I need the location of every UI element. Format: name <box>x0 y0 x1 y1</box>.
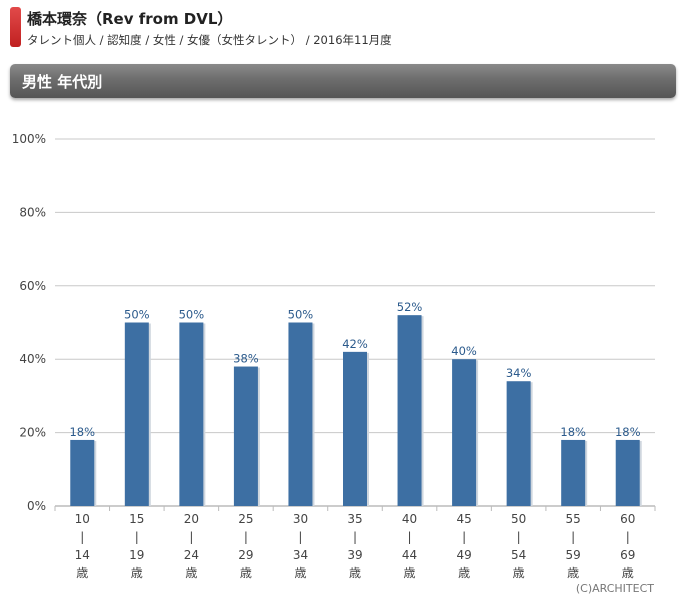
x-tick-label: 45 <box>456 512 471 526</box>
x-tick-label: 49 <box>456 548 471 562</box>
bar <box>343 351 367 506</box>
x-tick-label: | <box>298 530 302 544</box>
x-tick-label: 歳 <box>513 566 525 580</box>
x-tick-label: 14 <box>75 548 90 562</box>
data-label: 38% <box>233 352 259 366</box>
x-tick-label: | <box>189 530 193 544</box>
x-tick-label: 歳 <box>567 566 579 580</box>
x-tick-label: 59 <box>566 548 581 562</box>
x-tick-label: 60 <box>620 512 635 526</box>
x-tick-label: 29 <box>238 548 253 562</box>
section-title: 男性 年代別 <box>22 73 103 91</box>
bar <box>233 366 258 506</box>
bar <box>506 381 531 506</box>
x-tick-label: 歳 <box>185 566 197 580</box>
x-tick-label: 55 <box>566 512 581 526</box>
x-tick-label: 歳 <box>622 566 634 580</box>
bar <box>70 439 95 506</box>
x-tick-label: | <box>353 530 357 544</box>
data-label: 50% <box>179 308 205 322</box>
x-tick-label: 歳 <box>240 566 252 580</box>
data-label: 18% <box>560 425 586 439</box>
bar <box>615 439 640 506</box>
x-tick-label: 20 <box>184 512 199 526</box>
x-tick-label: 39 <box>347 548 362 562</box>
bar <box>179 322 204 506</box>
header-accent-bar <box>10 7 21 47</box>
data-label: 34% <box>506 366 532 380</box>
x-tick-label: 歳 <box>76 566 88 580</box>
x-tick-label: | <box>571 530 575 544</box>
x-tick-label: | <box>80 530 84 544</box>
data-label: 50% <box>288 308 314 322</box>
breadcrumb: タレント個人 / 認知度 / 女性 / 女優（女性タレント） / 2016年11… <box>27 33 392 47</box>
x-tick-label: 10 <box>75 512 90 526</box>
x-tick-label: 44 <box>402 548 417 562</box>
x-tick-label: 54 <box>511 548 526 562</box>
x-tick-label: 歳 <box>404 566 416 580</box>
bar <box>124 322 149 506</box>
y-tick-label: 20% <box>19 426 46 440</box>
x-tick-label: 50 <box>511 512 526 526</box>
x-tick-label: 15 <box>129 512 144 526</box>
bar <box>288 322 313 506</box>
data-label: 52% <box>397 300 423 314</box>
copyright-text: (C)ARCHITECT <box>575 582 654 595</box>
x-tick-label: | <box>244 530 248 544</box>
x-tick-label: | <box>462 530 466 544</box>
x-tick-label: 19 <box>129 548 144 562</box>
x-tick-label: 歳 <box>458 566 470 580</box>
data-label: 18% <box>615 425 641 439</box>
y-tick-label: 40% <box>19 352 46 366</box>
x-tick-label: 24 <box>184 548 199 562</box>
y-tick-label: 60% <box>19 279 46 293</box>
bar <box>452 359 477 506</box>
data-label: 50% <box>124 308 150 322</box>
x-tick-label: 歳 <box>131 566 143 580</box>
y-tick-label: 100% <box>12 132 46 146</box>
x-tick-label: 34 <box>293 548 308 562</box>
x-tick-label: | <box>517 530 521 544</box>
bar <box>561 439 586 506</box>
x-tick-label: 69 <box>620 548 635 562</box>
page-header: 橋本環奈（Rev from DVL） タレント個人 / 認知度 / 女性 / 女… <box>0 0 680 56</box>
y-tick-label: 0% <box>27 499 46 513</box>
x-tick-label: 歳 <box>294 566 306 580</box>
x-tick-label: 25 <box>238 512 253 526</box>
page-title: 橋本環奈（Rev from DVL） <box>27 10 233 28</box>
data-label: 42% <box>342 337 368 351</box>
x-tick-label: 35 <box>347 512 362 526</box>
data-label: 18% <box>69 425 95 439</box>
x-tick-label: 40 <box>402 512 417 526</box>
bar <box>397 315 422 506</box>
section-header: 男性 年代別 <box>10 64 676 98</box>
x-tick-label: | <box>135 530 139 544</box>
x-tick-label: 30 <box>293 512 308 526</box>
x-tick-label: | <box>626 530 630 544</box>
data-label: 40% <box>451 344 477 358</box>
x-tick-label: 歳 <box>349 566 361 580</box>
x-tick-label: | <box>408 530 412 544</box>
y-tick-label: 80% <box>19 205 46 219</box>
